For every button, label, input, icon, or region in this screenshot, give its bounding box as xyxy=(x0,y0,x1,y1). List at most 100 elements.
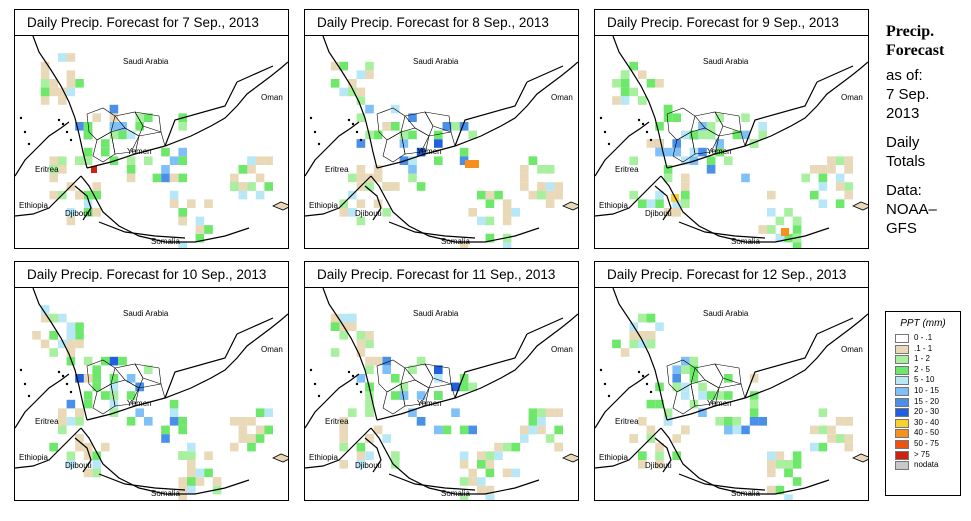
map-label-somalia: Somalia xyxy=(731,489,760,498)
precip-cell xyxy=(672,147,681,157)
precip-cell xyxy=(612,96,621,105)
precip-cell xyxy=(655,122,664,131)
precip-cell xyxy=(348,408,357,417)
precip-cell xyxy=(434,156,443,165)
precip-cell xyxy=(75,122,84,131)
precip-cell xyxy=(638,460,647,469)
precip-cell xyxy=(620,70,630,79)
precip-cell xyxy=(767,485,776,495)
precip-cell xyxy=(732,425,742,435)
precip-cell xyxy=(135,113,144,122)
precip-cell xyxy=(373,173,383,183)
forecast-panel-8-sep: Daily Precip. Forecast for 8 Sep., 2013 … xyxy=(304,9,579,249)
precip-cell xyxy=(356,374,366,383)
precip-cell xyxy=(83,391,93,400)
legend-item: 40 - 50 xyxy=(886,428,960,439)
island-dot xyxy=(645,130,649,134)
border-line xyxy=(660,427,830,495)
precip-cell xyxy=(528,425,538,435)
precip-cell xyxy=(49,165,58,174)
precip-cell xyxy=(732,417,742,426)
border-line xyxy=(816,317,854,335)
precip-cell xyxy=(545,190,555,200)
precip-cell xyxy=(416,356,426,366)
legend-label: 0 - .1 xyxy=(914,333,933,342)
border-line xyxy=(164,333,238,399)
precip-cell xyxy=(520,425,529,435)
map-label-somalia: Somalia xyxy=(151,489,180,498)
precip-cell xyxy=(416,417,426,426)
precip-cell xyxy=(408,130,417,140)
island-dot xyxy=(599,368,603,372)
precip-cell xyxy=(545,199,555,208)
forecast-map: Saudi Arabia Oman Yemen Eritrea Ethiopia Djib… xyxy=(15,288,288,500)
border-line xyxy=(236,65,274,83)
precip-cell xyxy=(75,190,84,200)
map-label-yemen: Yemen xyxy=(707,147,732,156)
precip-cell xyxy=(434,365,443,374)
precip-cell xyxy=(554,425,563,435)
precip-cell xyxy=(373,199,383,208)
precip-cell xyxy=(247,156,256,165)
precip-cell xyxy=(638,70,647,79)
border-line xyxy=(86,339,256,421)
precip-cell xyxy=(629,87,638,97)
precip-cell xyxy=(485,233,495,243)
map-label-oman: Oman xyxy=(551,93,573,102)
precip-cell xyxy=(382,122,391,131)
precip-cell xyxy=(40,96,50,105)
precip-cell xyxy=(365,104,374,114)
map-label-yemen: Yemen xyxy=(127,147,152,156)
legend-item: .1 - 1 xyxy=(886,344,960,355)
precip-cell xyxy=(502,199,512,208)
precip-cell xyxy=(83,199,93,208)
precip-cell xyxy=(554,442,563,452)
precip-cell xyxy=(330,61,340,71)
precip-cell xyxy=(715,417,724,426)
panel-title: Daily Precip. Forecast for 8 Sep., 2013 xyxy=(305,10,578,36)
precip-cell xyxy=(434,130,443,140)
legend-label: 10 - 15 xyxy=(914,385,939,395)
precip-cell xyxy=(58,96,67,105)
totals-line2: Totals xyxy=(886,153,926,170)
island-dot xyxy=(359,390,363,394)
precip-cell xyxy=(195,225,205,234)
precip-cell xyxy=(477,460,486,469)
precip-cell xyxy=(844,190,853,200)
precip-cell xyxy=(672,365,681,374)
precip-cell xyxy=(698,408,707,417)
district-line xyxy=(424,111,452,133)
forecast-panel-10-sep: Daily Precip. Forecast for 10 Sep., 2013… xyxy=(14,261,289,501)
border-line xyxy=(74,185,92,221)
precip-cell xyxy=(494,190,503,200)
island-dot xyxy=(355,130,359,134)
precip-cell xyxy=(818,182,828,191)
forecast-map: Saudi Arabia Oman Yemen Eritrea Ethiopia Djib… xyxy=(595,36,868,248)
precip-cell xyxy=(365,61,374,71)
precip-cell xyxy=(330,322,340,331)
precip-cell xyxy=(356,199,366,208)
precip-cell xyxy=(672,382,681,392)
precip-cell xyxy=(629,190,638,200)
precip-cell xyxy=(646,339,656,349)
precip-cell xyxy=(101,391,110,400)
border-line xyxy=(595,373,650,429)
district-line xyxy=(404,363,434,389)
precip-cell xyxy=(169,173,179,183)
legend-item: 1 - 2 xyxy=(886,354,960,365)
border-line xyxy=(595,121,650,177)
island-dot xyxy=(61,122,65,126)
precip-cell xyxy=(399,391,409,400)
precip-cell xyxy=(178,417,187,426)
precip-cell xyxy=(459,477,469,486)
island-dot xyxy=(355,382,359,386)
precip-cell xyxy=(365,70,374,79)
precip-cell xyxy=(629,61,638,71)
precip-cell xyxy=(689,147,699,157)
district-line xyxy=(382,383,406,415)
island-dot xyxy=(637,370,641,374)
precip-cell xyxy=(528,156,538,165)
precip-cell xyxy=(66,208,76,217)
island-dot xyxy=(69,390,73,394)
